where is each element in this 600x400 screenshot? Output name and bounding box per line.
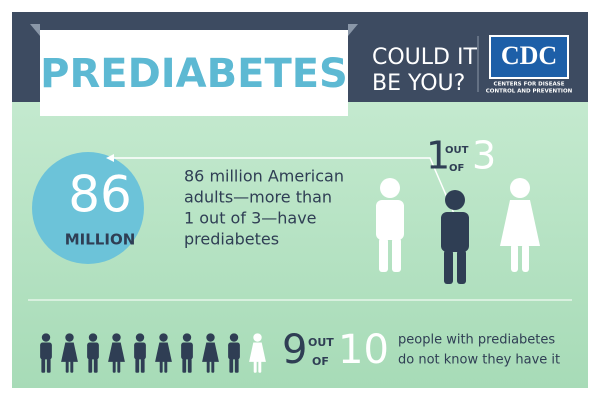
logo-text: CONTROL AND PREVENTION xyxy=(486,89,573,95)
logo-box xyxy=(489,35,569,79)
title: PREDIABETES xyxy=(40,51,348,97)
logo: CDC xyxy=(501,41,557,70)
stat-unit: MILLION xyxy=(65,231,136,249)
question: COULD IT xyxy=(372,45,477,70)
arrowhead xyxy=(106,154,114,162)
logo-text: CENTERS FOR DISEASE xyxy=(494,82,565,88)
ratio-word: OF xyxy=(312,355,329,368)
stat-number: 86 xyxy=(68,166,132,224)
ratio-number: 9 xyxy=(282,327,307,373)
ratio-number: 3 xyxy=(472,134,496,178)
stat-text: adults—more than xyxy=(184,188,332,207)
ratio-number: 10 xyxy=(338,327,389,373)
stat-text: prediabetes xyxy=(184,230,279,249)
fold xyxy=(348,24,358,36)
ratio-word: OUT xyxy=(445,145,469,156)
stat-text: 1 out of 3—have xyxy=(184,209,317,228)
ratio-word: OF xyxy=(449,163,464,174)
stat-text: 86 million American xyxy=(184,167,344,186)
ratio-number: 1 xyxy=(426,134,450,178)
title-box xyxy=(40,30,348,116)
stat-circle xyxy=(32,152,144,264)
ratio-text: people with prediabetes xyxy=(398,333,555,348)
fold xyxy=(30,24,40,36)
ratio-word: OUT xyxy=(308,336,334,349)
question: BE YOU? xyxy=(372,71,465,96)
ratio-text: do not know they have it xyxy=(398,353,560,368)
